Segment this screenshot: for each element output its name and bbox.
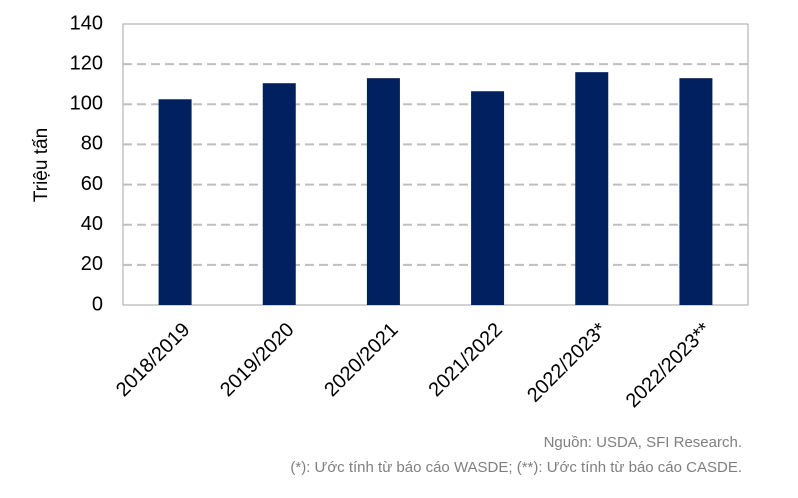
bar [679,78,713,305]
x-tick-label: 2018/2019 [112,319,194,401]
y-tick-label: 40 [81,213,103,235]
footnote: (*): Ước tính từ báo cáo WASDE; (**): Ướ… [290,459,742,476]
bar [158,99,192,306]
bar [471,91,505,305]
bar [366,78,400,305]
y-tick-label: 80 [81,133,103,155]
x-tick-label: 2019/2020 [216,319,298,401]
bar [575,72,609,306]
x-tick-label: 2022/2023** [622,319,716,413]
y-tick-label: 0 [92,293,103,315]
x-tick-label: 2021/2022 [424,319,506,401]
y-tick-label: 60 [81,173,103,195]
x-tick-label: 2020/2021 [320,319,402,401]
y-tick-label: 120 [70,52,103,74]
bar [262,83,296,305]
source-note: Nguồn: USDA, SFI Research. [544,434,742,451]
y-tick-label: 140 [70,12,103,34]
plot-frame [122,23,749,306]
y-tick-label: 100 [70,93,103,115]
y-tick-label: 20 [81,253,103,275]
y-axis-label: Triệu tấn [31,128,52,202]
x-tick-label: 2022/2023* [523,319,611,407]
